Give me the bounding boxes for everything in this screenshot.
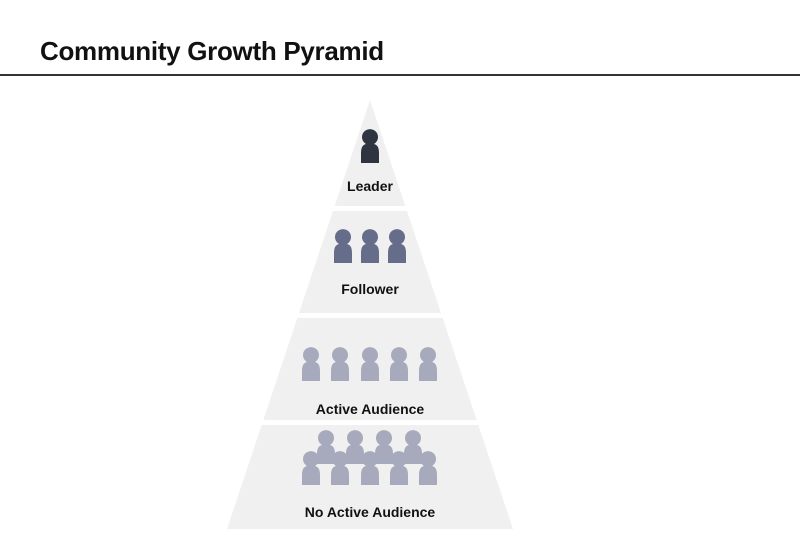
page-title: Community Growth Pyramid (40, 36, 384, 66)
person-icon (317, 430, 335, 464)
person-icon (334, 229, 352, 263)
person-icon (361, 347, 379, 381)
person-icon (404, 430, 422, 464)
person-icon (390, 347, 408, 381)
person-icon (302, 347, 320, 381)
person-icon (346, 430, 364, 464)
person-icon (390, 451, 408, 485)
person-icon (419, 451, 437, 485)
tier-label-follower: Follower (341, 281, 399, 297)
person-icon (331, 347, 349, 381)
person-icon (302, 451, 320, 485)
person-icon (419, 347, 437, 381)
person-icon (331, 451, 349, 485)
person-icon (361, 229, 379, 263)
person-icon (388, 229, 406, 263)
person-icon (375, 430, 393, 464)
tier-label-no-active-audience: No Active Audience (305, 504, 436, 520)
tier-label-active-audience: Active Audience (316, 401, 425, 417)
person-icon (361, 451, 379, 485)
person-icon (361, 129, 379, 163)
title-divider (0, 74, 800, 76)
tier-label-leader: Leader (347, 178, 393, 194)
